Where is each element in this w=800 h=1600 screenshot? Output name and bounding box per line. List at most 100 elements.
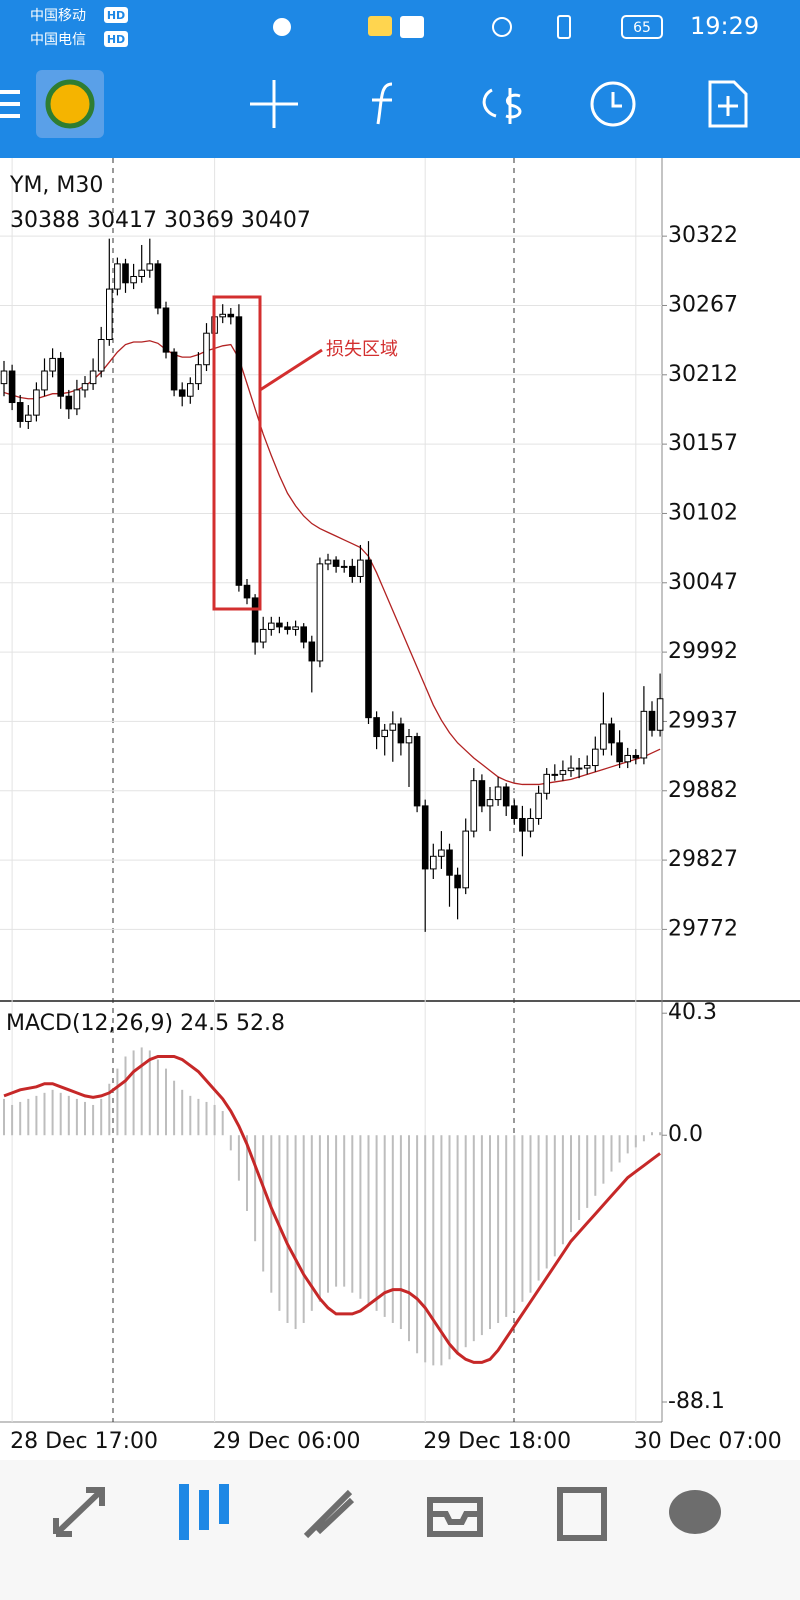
period-hand: [611, 92, 622, 108]
macd-bar: [343, 1135, 346, 1287]
logo-mark: [45, 79, 95, 129]
macd-bar: [35, 1095, 38, 1136]
macd-bar: [189, 1095, 192, 1136]
macd-bar: [448, 1135, 451, 1360]
macd-bar: [586, 1135, 589, 1208]
macd-bar: [594, 1135, 597, 1196]
hd: HD: [107, 9, 125, 22]
news-tab[interactable]: [557, 1487, 607, 1541]
candle-body: [41, 370, 48, 391]
candle-body: [413, 736, 421, 807]
candle-body: [114, 263, 121, 290]
indicator-button[interactable]: [372, 82, 393, 125]
carrier: 中国电信: [30, 32, 86, 48]
candle-body: [462, 830, 469, 889]
candle-body: [640, 710, 648, 759]
candle-body: [300, 626, 307, 643]
macd-bar: [529, 1135, 532, 1293]
quotes-tab[interactable]: [53, 1487, 105, 1537]
candle-body: [592, 748, 599, 767]
candle-body: [405, 736, 413, 744]
candle-body: [608, 723, 615, 744]
candle-body: [365, 559, 372, 719]
clock: 19:29: [690, 12, 759, 40]
chart-title: YM, M30: [9, 173, 103, 198]
candle-body: [486, 799, 494, 807]
y-tick-label: 30267: [668, 292, 738, 317]
macd-bar: [84, 1101, 86, 1136]
candle-body: [446, 849, 453, 876]
macd-bar: [513, 1135, 516, 1311]
macd-bar: [505, 1135, 508, 1317]
chart-tab[interactable]: [179, 1484, 229, 1540]
y-tick-label: 29937: [668, 708, 738, 733]
candle-body: [219, 313, 226, 318]
candle-body: [421, 805, 429, 870]
macd-bar: [229, 1135, 232, 1151]
macd-bar: [626, 1135, 629, 1154]
y-tick-label: 29772: [668, 916, 738, 941]
hd: HD: [107, 33, 125, 46]
candle-body: [81, 383, 89, 391]
candle-body: [284, 626, 291, 630]
candle-body: [527, 817, 534, 832]
macd-bar: [634, 1135, 637, 1148]
macd-bar: [472, 1135, 475, 1342]
candle-body: [373, 717, 380, 738]
candle-body: [227, 313, 235, 318]
macd-bar: [294, 1135, 297, 1330]
macd-bar: [440, 1135, 443, 1366]
macd-bar: [254, 1135, 257, 1242]
macd-bar: [391, 1135, 394, 1323]
candle-body: [494, 786, 502, 801]
candle-body: [349, 565, 356, 577]
y-tick-label: 40.3: [668, 1000, 717, 1025]
candle-body: [146, 263, 154, 271]
candle-body: [195, 364, 202, 385]
candle-body: [162, 307, 170, 353]
trade-button[interactable]: [482, 88, 522, 124]
macd-bar: [3, 1098, 5, 1136]
period-button[interactable]: [590, 81, 636, 127]
candle-body: [332, 559, 340, 567]
macd-bar: [659, 1132, 662, 1136]
annotation-pointer: [259, 348, 323, 392]
x-tick-label: 29 Dec 06:00: [213, 1429, 361, 1454]
macd-bar: [318, 1135, 321, 1302]
macd-bar: [432, 1135, 435, 1366]
candle-body: [389, 723, 397, 731]
candle-body: [656, 698, 664, 731]
candle-body: [203, 332, 210, 366]
macd-bar: [221, 1111, 224, 1136]
battery-level: 65: [633, 20, 651, 36]
macd-bar: [100, 1098, 103, 1136]
y-tick-label: 29827: [668, 847, 738, 872]
history-tab[interactable]: [427, 1497, 483, 1537]
candle-body: [73, 389, 81, 410]
chart-subtitle: 30388 30417 30369 30407: [10, 208, 311, 233]
macd-bar: [537, 1135, 540, 1281]
menu-button[interactable]: [0, 90, 20, 118]
crosshair-button[interactable]: [250, 80, 298, 128]
candle-body: [243, 584, 251, 599]
chat-tab[interactable]: [669, 1490, 721, 1534]
macd-bar: [545, 1135, 548, 1269]
chart-area: 30322 30267 30212 30157 30102 30047 29992 29937…: [0, 158, 800, 1460]
candle-body: [130, 275, 137, 284]
status-bar: 中国移动 中国电信 HD HD 65 19:29: [30, 7, 759, 48]
x-tick-label: 29 Dec 18:00: [423, 1429, 571, 1454]
y-tick-label: 30212: [668, 362, 738, 387]
new-order-button[interactable]: [708, 80, 748, 128]
candle-body: [8, 370, 16, 404]
macd-bar: [270, 1135, 273, 1293]
macd-bar: [237, 1135, 240, 1181]
vibrate-icon: [557, 15, 571, 39]
y-tick-label: 0.0: [668, 1122, 703, 1147]
trade-tab[interactable]: [303, 1489, 355, 1539]
macd-bar: [132, 1050, 135, 1136]
macd-bar: [246, 1135, 248, 1211]
bottom-nav-icons: [53, 1484, 721, 1541]
macd-bar: [67, 1095, 70, 1136]
macd-bar: [359, 1135, 362, 1299]
macd-bar: [489, 1135, 491, 1330]
